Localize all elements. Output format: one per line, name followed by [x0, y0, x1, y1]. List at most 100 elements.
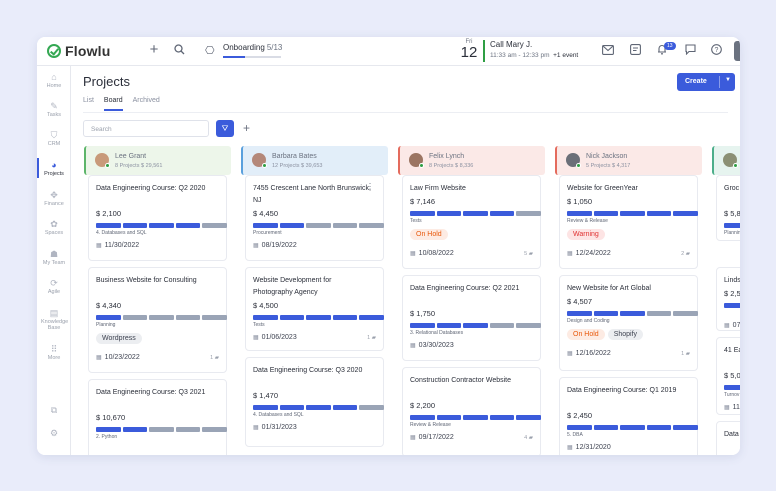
active-nav-indicator	[37, 158, 39, 178]
card-progress-bar	[410, 211, 541, 216]
sidebar-settings-button[interactable]: ⚙	[37, 428, 71, 439]
project-card[interactable]: Website for GreenYear $ 1,050 Review & Rel…	[559, 175, 698, 269]
card-tag[interactable]: Wordpress	[96, 333, 142, 344]
card-stage: Turnov	[724, 392, 740, 398]
sidebar-item-tasks[interactable]: ✎ Tasks	[37, 101, 71, 118]
progress-segment	[122, 427, 148, 432]
card-due-date: ▦ 12/16/2022	[567, 350, 611, 357]
more-options-icon[interactable]: ⋮	[366, 182, 374, 191]
progress-segment	[332, 405, 358, 410]
progress-segment	[332, 315, 358, 320]
mail-icon[interactable]	[600, 43, 616, 59]
progress-segment	[253, 315, 278, 320]
projects-icon: ◕	[51, 160, 57, 170]
project-card[interactable]: Data Engineering Course: Q2 2020 $ 2,100 4…	[88, 175, 227, 261]
card-stage: Plannin	[724, 230, 740, 236]
project-card[interactable]: Data Engineering Course: Q2 2021 $ 1,750 3…	[402, 275, 541, 361]
card-comments[interactable]: 5 ▰	[524, 251, 533, 257]
progress-segment	[122, 315, 148, 320]
card-comments[interactable]: 1 ▰	[681, 351, 690, 357]
calendar-date[interactable]: Fri 12	[457, 39, 481, 60]
project-card[interactable]: Website Development for Photography Agen…	[245, 267, 384, 351]
tab-archived[interactable]: Archived	[132, 97, 160, 104]
project-card[interactable]: 7455 Crescent Lane North Brunswick, NJ ⋮ $…	[245, 175, 384, 261]
card-price: $ 2,5	[724, 289, 740, 298]
sidebar-item-more[interactable]: ⠿ More	[37, 344, 71, 361]
card-price: $ 5,0	[724, 371, 740, 380]
project-card[interactable]: Data Engineering Course: Q3 2020 $ 1,470 4…	[245, 357, 384, 447]
filter-button[interactable]: ⛛	[216, 120, 234, 137]
tab-board[interactable]: Board	[103, 97, 123, 113]
create-button[interactable]: Create ▼	[677, 73, 735, 91]
card-comments[interactable]: 2 ▰	[681, 251, 690, 257]
user-avatar[interactable]	[734, 41, 740, 61]
card-title: New Website for Art Global	[567, 285, 651, 292]
sidebar-item-my-team[interactable]: ☗ My Team	[37, 249, 71, 266]
column-header[interactable]: Lee Grant 8 Projects $ 29,561	[84, 146, 231, 175]
card-price: $ 4,340	[96, 301, 122, 310]
card-progress-bar	[253, 315, 384, 320]
tab-list[interactable]: List	[83, 97, 94, 104]
upcoming-event[interactable]: Call Mary J. 11:33 am - 12:33 pm +1 even…	[483, 40, 578, 62]
add-filter-button[interactable]: +	[243, 121, 251, 135]
calendar-icon: ▦	[724, 405, 730, 411]
search-icon[interactable]	[171, 43, 187, 59]
column-header[interactable]: Nick Jackson 5 Projects $ 4,317	[555, 146, 702, 175]
column-header[interactable]: Barbara Bates 12 Projects $ 39,653	[241, 146, 388, 175]
card-tag[interactable]: Warning	[567, 229, 605, 240]
sidebar-item-spaces[interactable]: ✿ Spaces	[37, 219, 71, 236]
calendar-icon: ▦	[253, 335, 259, 341]
card-due-date: ▦ 11/30/2022	[96, 242, 140, 249]
more-icon: ⠿	[50, 344, 58, 354]
project-card[interactable]: Business Website for Consulting $ 4,340 Pl…	[88, 267, 227, 373]
sidebar-item-knowledge-base[interactable]: ▤ Knowledge Base	[37, 308, 71, 331]
card-due-date: ▦ 12/31/2020	[567, 444, 611, 451]
project-card[interactable]: Data Engineering Course: Q3 2021 $ 10,670…	[88, 379, 227, 455]
project-card[interactable]: Linds $ 2,5 ▦ 07	[716, 267, 740, 331]
card-tags: On Hold	[410, 229, 448, 240]
card-comments[interactable]: 1 ▰	[210, 355, 219, 361]
project-card[interactable]: 41 Ea Park $ 5,0 Turnov ▦11	[716, 337, 740, 415]
add-icon[interactable]: +	[149, 41, 159, 58]
card-stage: Procurement	[253, 230, 282, 236]
progress-segment	[96, 315, 121, 320]
card-stage: Planning	[96, 322, 116, 328]
progress-segment	[489, 323, 515, 328]
comment-icon: ▰	[214, 355, 219, 361]
card-comments[interactable]: 1 ▰	[367, 335, 376, 341]
card-tag[interactable]: On Hold	[567, 329, 605, 340]
project-card[interactable]: Data Engineering Course: Q1 2019 $ 2,450 5…	[559, 377, 698, 455]
card-price: $ 4,450	[253, 209, 279, 218]
card-title: Data Engineering Course: Q2 2020	[96, 185, 206, 192]
calendar-icon: ▦	[567, 445, 573, 451]
card-comments[interactable]: 4 ▰	[524, 435, 533, 441]
column-header[interactable]	[712, 146, 740, 175]
column-header[interactable]: Felix Lynch 8 Projects $ 8,336	[398, 146, 545, 175]
sidebar-item-finance[interactable]: ✥ Finance	[37, 190, 71, 207]
progress-segment	[410, 323, 435, 328]
project-card[interactable]: Construction Contractor Website $ 2,200 Re…	[402, 367, 541, 455]
date-weekday: Fri	[465, 39, 473, 45]
project-card[interactable]: Data	[716, 421, 740, 455]
sidebar-item-agile[interactable]: ⟳ Agile	[37, 278, 71, 295]
progress-segment	[332, 223, 358, 228]
project-card[interactable]: New Website for Art Global $ 4,507 Design …	[559, 275, 698, 371]
calendar-icon: ▦	[410, 343, 416, 349]
progress-segment	[96, 427, 121, 432]
sidebar-item-home[interactable]: ⌂ Home	[37, 72, 71, 89]
card-tag[interactable]: Shopify	[607, 329, 644, 340]
sidebar-item-crm[interactable]: ⛉ CRM	[37, 130, 71, 147]
notes-icon[interactable]	[627, 43, 643, 59]
card-tag[interactable]: On Hold	[410, 229, 448, 240]
search-input[interactable]: Search	[83, 120, 209, 137]
chevron-down-icon[interactable]: ▼	[725, 77, 731, 83]
project-card[interactable]: Law Firm Website $ 7,146 Tests On Hold ▦ 10/0…	[402, 175, 541, 269]
chat-icon[interactable]	[682, 43, 698, 59]
card-title: Website Development for Photography Agen…	[253, 277, 332, 296]
project-card[interactable]: Groc Deve $ 5,8 Plannin	[716, 175, 740, 241]
help-icon[interactable]: ?	[708, 43, 724, 59]
sidebar-item-projects[interactable]: ◕ Projects	[37, 160, 71, 177]
sidebar-apps-button[interactable]: ⧉	[37, 405, 71, 416]
app-logo[interactable]: Flowlu	[47, 43, 111, 59]
progress-segment	[306, 223, 331, 228]
